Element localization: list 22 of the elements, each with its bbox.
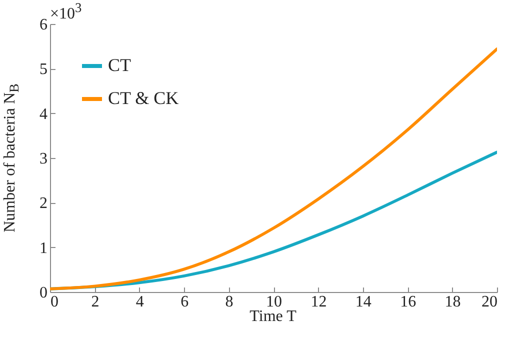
y-tick-label: 4 bbox=[40, 106, 48, 123]
x-axis-title: Time T bbox=[250, 308, 296, 326]
x-tick-label: 10 bbox=[266, 294, 282, 310]
y-tick-label: 2 bbox=[40, 195, 48, 212]
x-tick-label: 18 bbox=[444, 294, 461, 310]
y-tick-label: 5 bbox=[40, 61, 48, 78]
legend-label: CT & CK bbox=[108, 88, 179, 108]
x-tick-label: 6 bbox=[180, 294, 189, 310]
x-tick-label: 8 bbox=[225, 294, 234, 310]
y-tick-label: 3 bbox=[40, 150, 48, 168]
y-tick-label: 1 bbox=[40, 240, 48, 257]
x-tick-label: 12 bbox=[310, 294, 327, 310]
x-tick-label: 0 bbox=[50, 294, 58, 310]
x-tick-label: 20 bbox=[482, 294, 498, 310]
y-tick-label: 6 bbox=[40, 16, 48, 34]
x-tick-label: 14 bbox=[355, 294, 372, 310]
x-tick-label: 4 bbox=[136, 294, 144, 310]
x-tick-label: 2 bbox=[91, 294, 100, 310]
text: ×10$^{3}$ bbox=[50, 0, 82, 24]
x-tick-label: 16 bbox=[400, 294, 416, 310]
legend-label: CT bbox=[108, 55, 132, 75]
line-series bbox=[50, 48, 497, 290]
